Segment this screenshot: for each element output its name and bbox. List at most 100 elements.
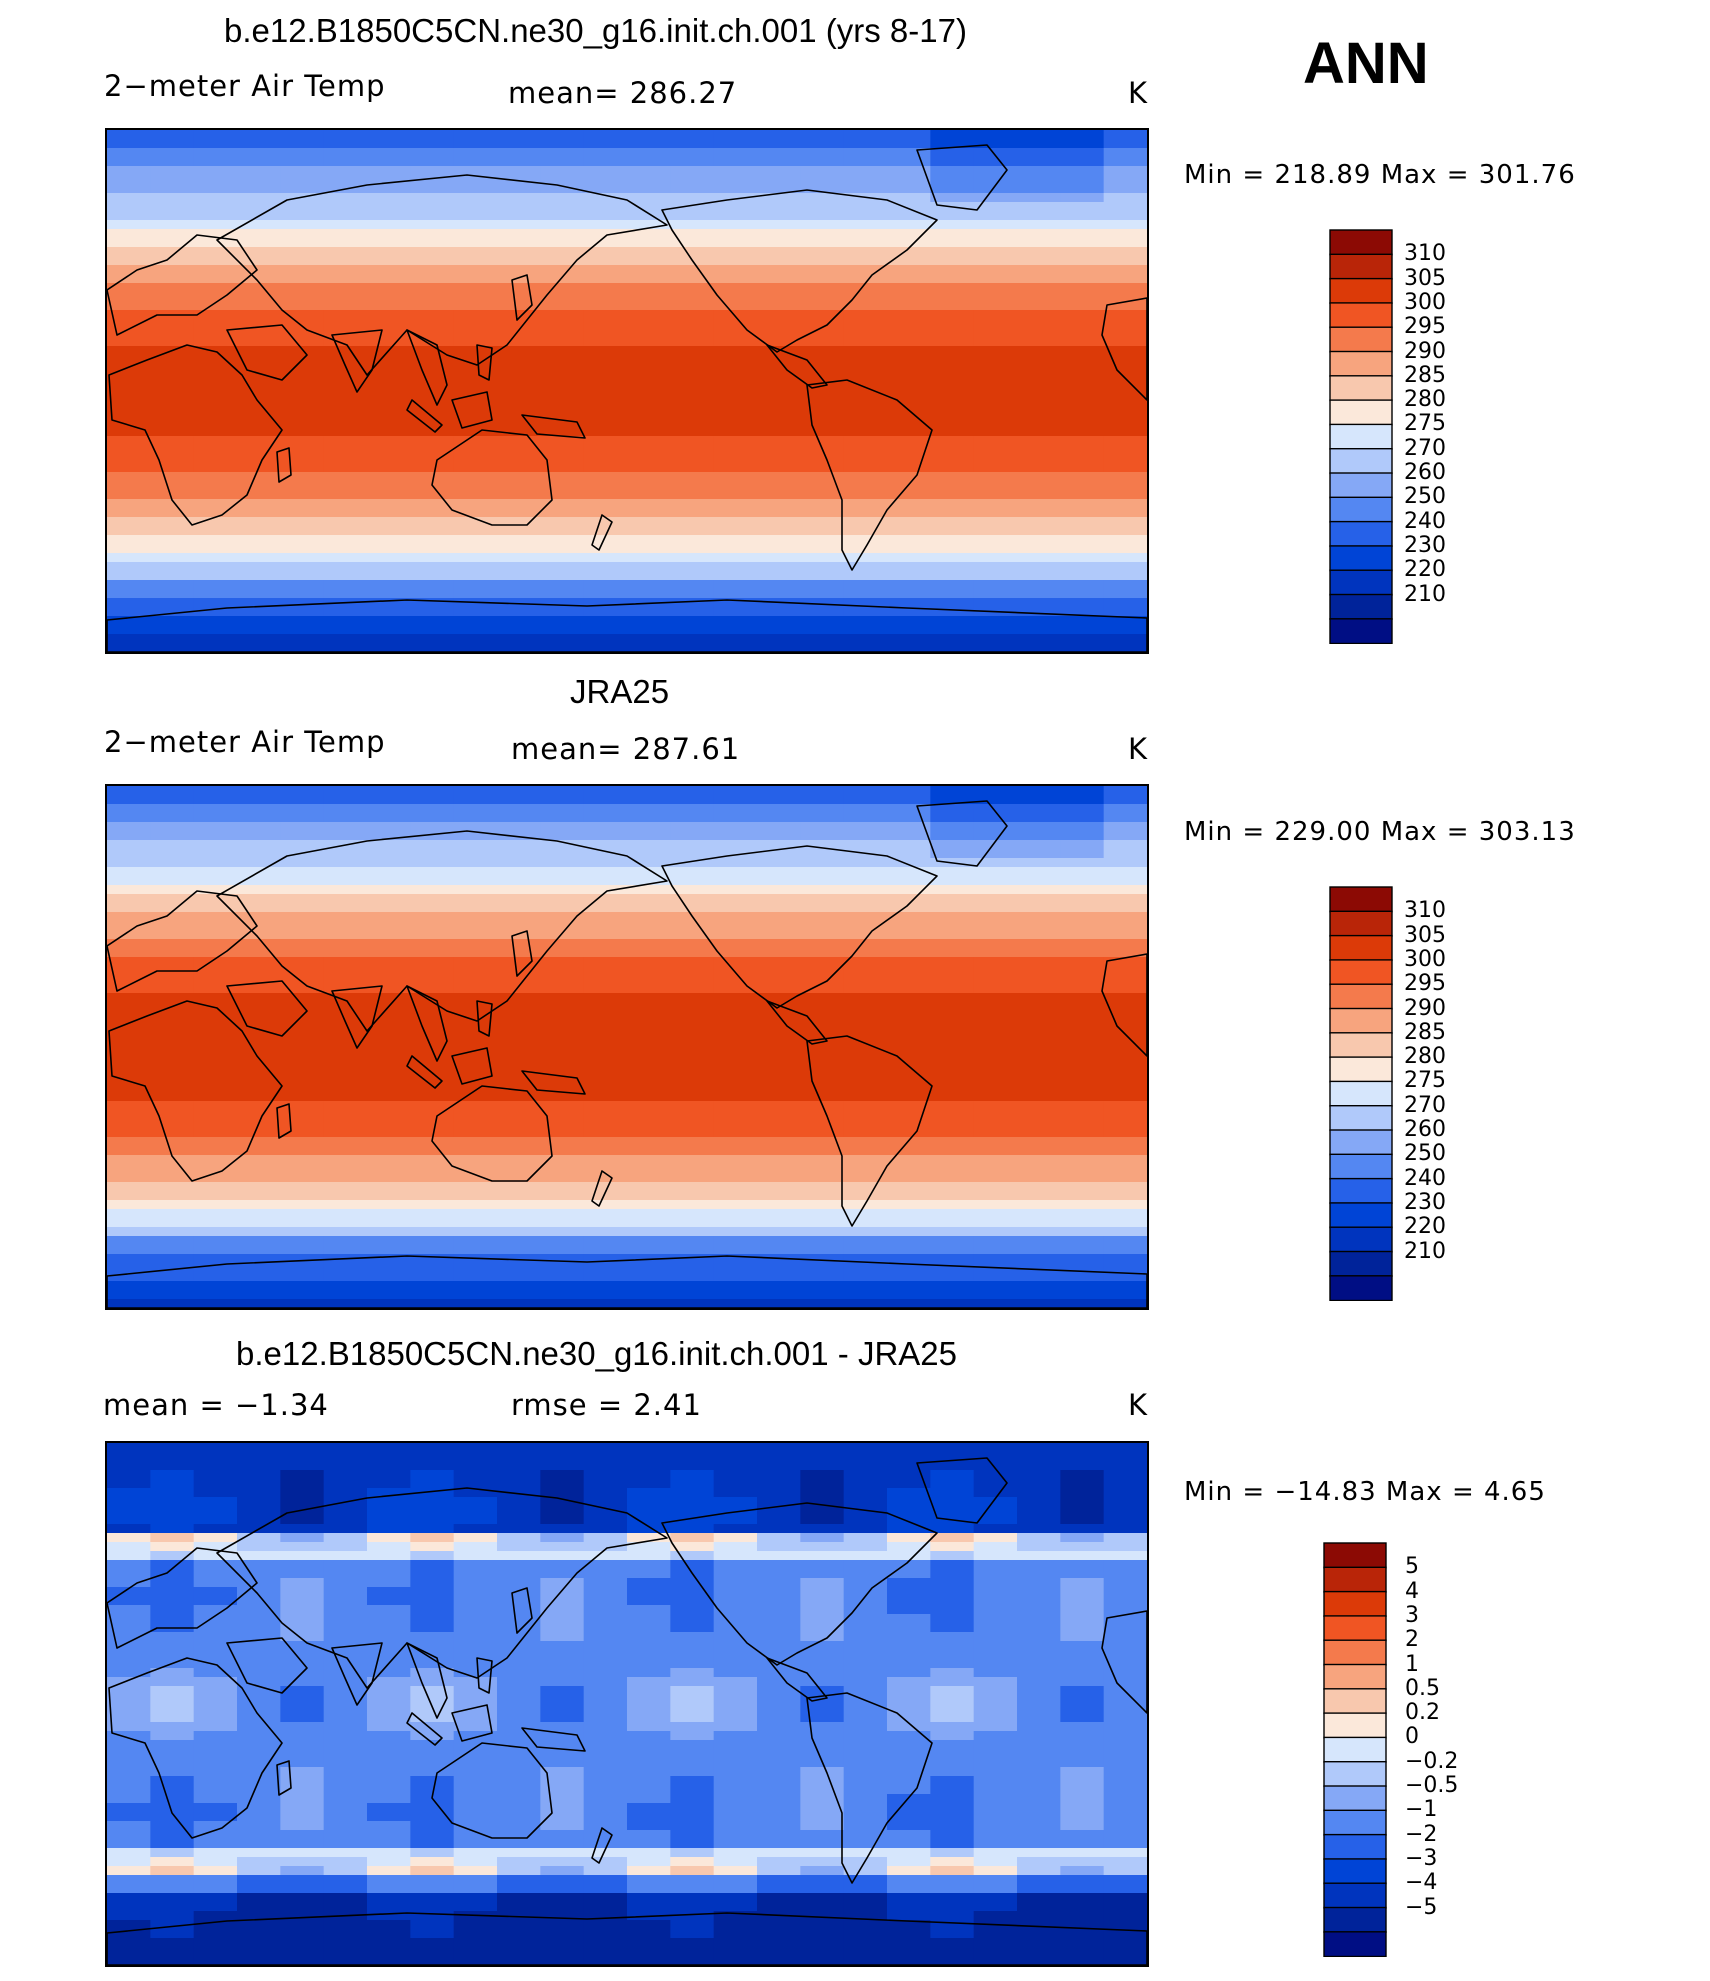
map-cell	[1060, 1515, 1105, 1525]
map-cell	[800, 1785, 845, 1795]
map-cell	[323, 364, 368, 374]
map-cell	[800, 589, 845, 599]
map-cell	[540, 1857, 585, 1867]
map-cell	[107, 1164, 151, 1174]
map-cell	[323, 1155, 368, 1165]
map-cell	[1060, 1245, 1105, 1255]
map-cell	[540, 1038, 585, 1048]
map-cell	[1103, 1767, 1147, 1777]
map-cell	[237, 238, 281, 248]
map-cell	[497, 148, 541, 158]
map-cell	[670, 858, 715, 868]
map-cell	[107, 436, 151, 446]
coastline-antarctica	[107, 1912, 1147, 1965]
map-cell	[670, 454, 715, 464]
map-cell	[887, 1740, 931, 1750]
map-cell	[583, 1686, 628, 1696]
map-cell	[583, 1848, 628, 1858]
map-cell	[713, 876, 758, 886]
map-cell	[193, 148, 238, 158]
map-cell	[713, 1497, 758, 1507]
map-cell	[150, 1146, 195, 1156]
map-cell	[713, 256, 758, 266]
map-cell	[930, 1263, 975, 1273]
map-cell	[930, 1848, 975, 1858]
map-cell	[1060, 1155, 1105, 1165]
map-cell	[410, 1677, 455, 1687]
map-cell	[627, 1857, 671, 1867]
map-cell	[583, 1866, 628, 1876]
map-cell	[670, 831, 715, 841]
map-cell	[410, 517, 455, 527]
map-cell	[1103, 400, 1147, 410]
map-cell	[757, 1173, 801, 1183]
map-cell	[1060, 553, 1105, 563]
map-cell	[1017, 930, 1061, 940]
map-cell	[627, 1749, 671, 1759]
map-cell	[843, 939, 888, 949]
map-cell	[887, 876, 931, 886]
map-cell	[540, 580, 585, 590]
map-cell	[757, 957, 801, 967]
map-cell	[713, 607, 758, 617]
map-cell	[453, 957, 498, 967]
map-cell	[497, 1605, 541, 1615]
map-cell	[497, 849, 541, 859]
map-cell	[1017, 517, 1061, 527]
map-cell	[627, 1686, 671, 1696]
map-cell	[280, 571, 325, 581]
map-cell	[930, 472, 975, 482]
map-cell	[1060, 265, 1105, 275]
map-cell	[713, 148, 758, 158]
map-cell	[237, 1047, 281, 1057]
map-cell	[930, 229, 975, 239]
map-cell	[1017, 310, 1061, 320]
map-cell	[1017, 1299, 1061, 1308]
map-cell	[107, 202, 151, 212]
map-cell	[280, 1515, 325, 1525]
map-cell	[150, 1515, 195, 1525]
map-cell	[713, 1605, 758, 1615]
map-cell	[150, 607, 195, 617]
map-cell	[367, 1110, 411, 1120]
map-cell	[540, 1830, 585, 1840]
panel-3-title: b.e12.B1850C5CN.ne30_g16.init.ch.001 - J…	[236, 1335, 957, 1372]
map-cell	[497, 490, 541, 500]
map-cell	[1103, 849, 1147, 859]
map-cell	[367, 607, 411, 617]
map-cell	[367, 1875, 411, 1885]
map-cell	[930, 1101, 975, 1111]
map-cell	[1017, 1011, 1061, 1021]
map-cell	[1017, 193, 1061, 203]
map-cell	[1103, 220, 1147, 230]
map-cell	[713, 490, 758, 500]
map-cell	[1060, 544, 1105, 554]
map-cell	[107, 526, 151, 536]
map-cell	[800, 1641, 845, 1651]
map-cell	[280, 1875, 325, 1885]
map-cell	[367, 1497, 411, 1507]
map-cell	[670, 849, 715, 859]
map-cell	[713, 1830, 758, 1840]
map-cell	[323, 427, 368, 437]
map-cell	[887, 1236, 931, 1246]
map-cell	[973, 1038, 1018, 1048]
map-cell	[670, 355, 715, 365]
map-cell	[410, 885, 455, 895]
map-cell	[973, 562, 1018, 572]
map-cell	[193, 517, 238, 527]
map-cell	[1017, 1128, 1061, 1138]
map-cell	[193, 1749, 238, 1759]
map-cell	[670, 481, 715, 491]
map-cell	[107, 1722, 151, 1732]
map-cell	[930, 310, 975, 320]
map-cell	[757, 1443, 801, 1453]
map-cell	[367, 1911, 411, 1921]
colorbar-swatch	[1329, 934, 1393, 961]
colorbar-tick-label: 210	[1404, 1238, 1446, 1264]
map-cell	[973, 1677, 1018, 1687]
map-cell	[323, 1947, 368, 1957]
map-cell	[1103, 1902, 1147, 1912]
map-cell	[540, 1272, 585, 1282]
map-cell	[930, 1938, 975, 1948]
